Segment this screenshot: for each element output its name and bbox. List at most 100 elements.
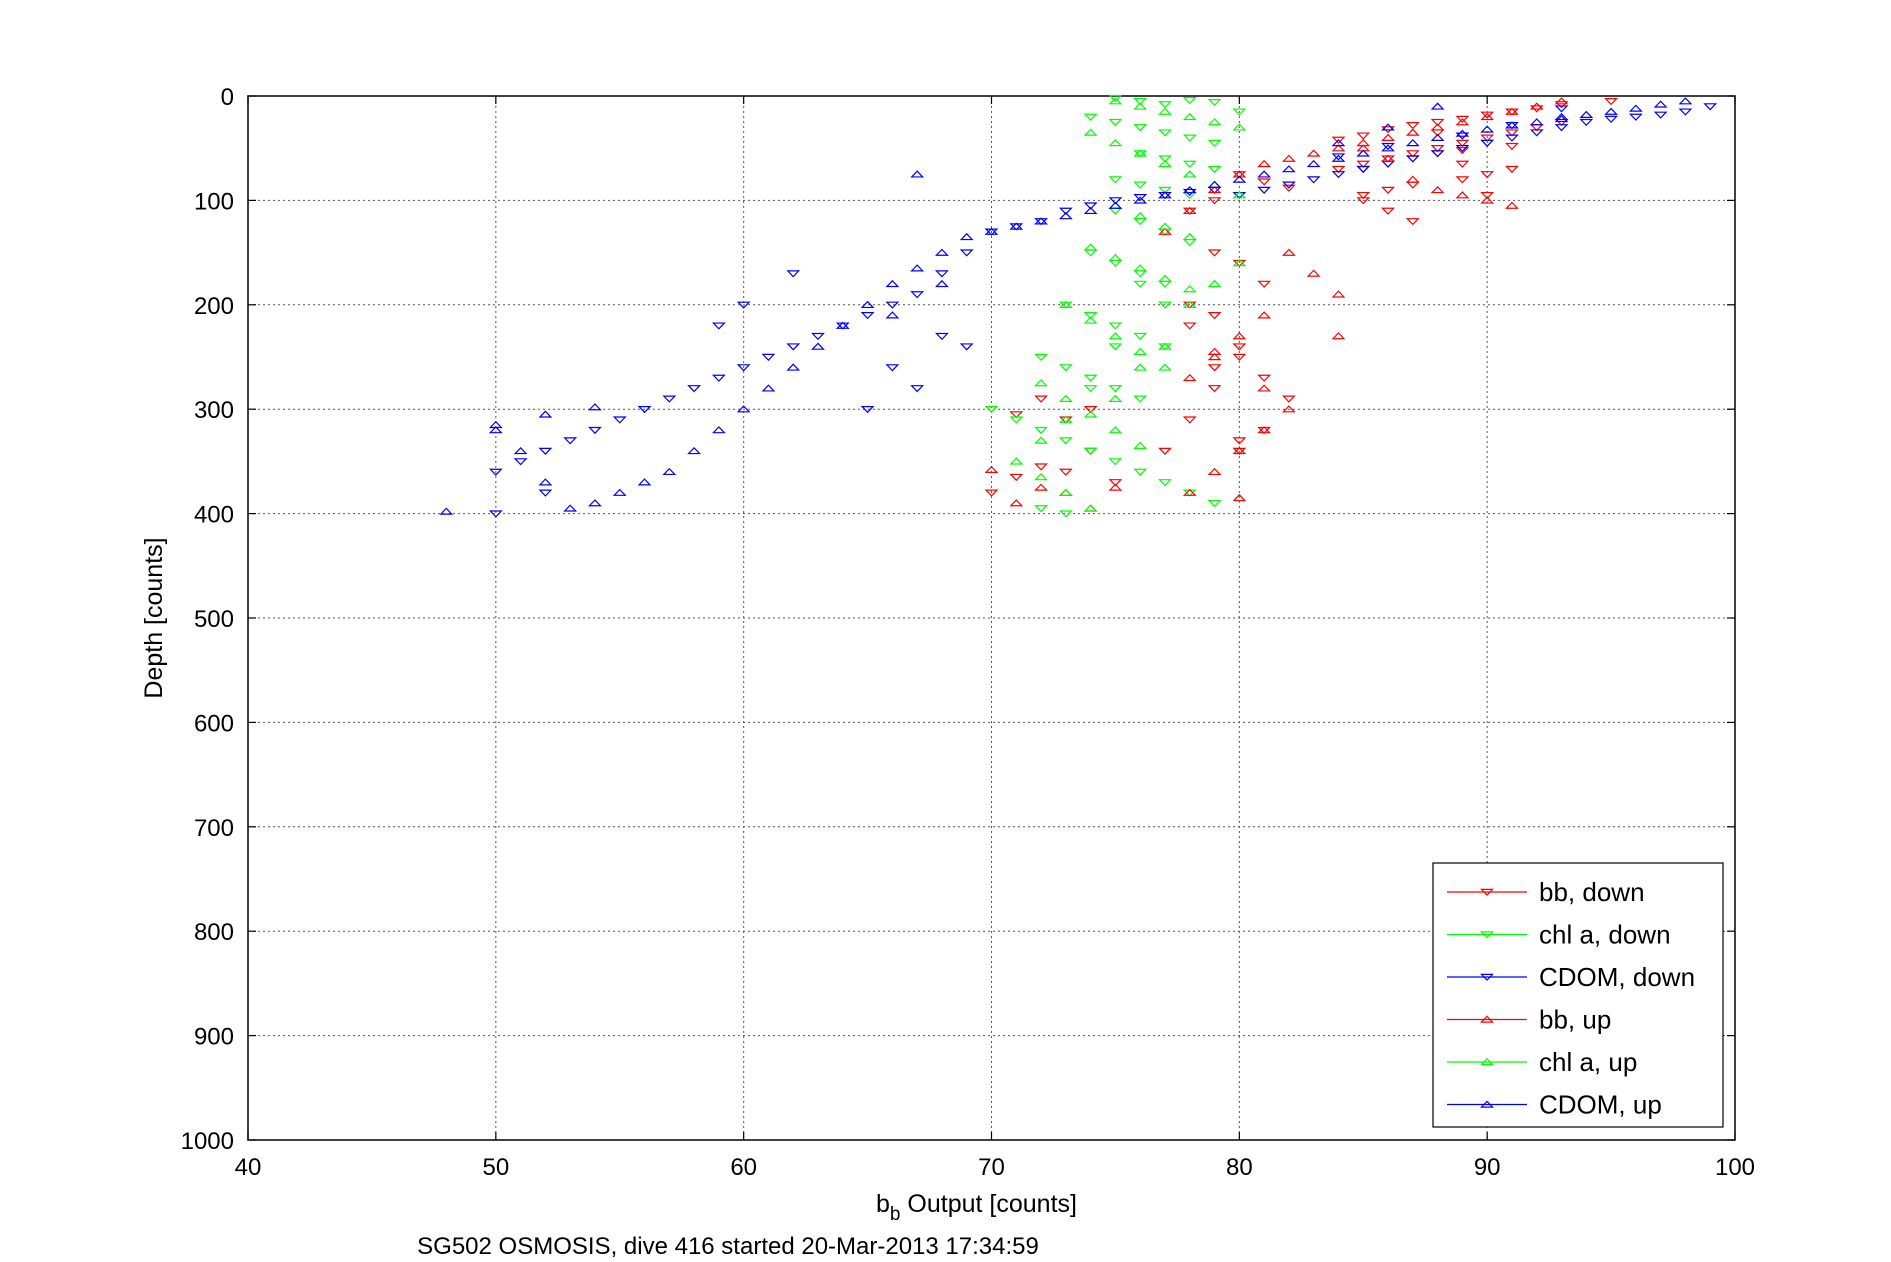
- data-point: [1455, 118, 1470, 126]
- data-point: [1182, 160, 1197, 168]
- data-point: [1133, 124, 1148, 132]
- data-point: [1381, 133, 1395, 141]
- data-point: [1331, 144, 1346, 152]
- data-point: [1158, 301, 1172, 309]
- data-point: [1034, 395, 1048, 403]
- data-point: [1207, 249, 1222, 257]
- data-point: [1281, 154, 1296, 162]
- data-point: [1257, 159, 1272, 168]
- data-point: [1182, 322, 1197, 330]
- data-point: [1505, 165, 1519, 174]
- data-point: [1232, 191, 1247, 199]
- data-point: [1009, 416, 1024, 424]
- data-point: [1653, 111, 1668, 119]
- data-point: [1083, 243, 1098, 251]
- data-point: [1034, 463, 1048, 471]
- data-point: [1356, 160, 1371, 168]
- data-point: [1257, 311, 1272, 319]
- data-point: [488, 426, 503, 434]
- data-point: [711, 426, 726, 434]
- data-point: [1628, 113, 1643, 121]
- data-point: [935, 270, 949, 278]
- data-point: [1158, 107, 1172, 115]
- data-point: [1158, 363, 1172, 371]
- y-tick-label: 400: [194, 502, 234, 529]
- data-point: [1281, 248, 1296, 256]
- data-point: [1133, 441, 1148, 449]
- data-point: [1678, 108, 1693, 116]
- data-point: [910, 170, 925, 178]
- data-point: [1604, 98, 1618, 106]
- data-point: [1430, 123, 1445, 131]
- data-point: [1529, 129, 1544, 137]
- data-point: [1232, 353, 1247, 362]
- data-point: [1108, 479, 1123, 487]
- data-point: [1083, 410, 1098, 418]
- y-tick-label: 100: [194, 188, 234, 215]
- data-point: [1108, 207, 1123, 215]
- data-point: [439, 507, 454, 515]
- x-axis-label-main: b: [876, 1190, 890, 1218]
- data-point: [1257, 426, 1272, 434]
- data-point: [1158, 191, 1172, 199]
- data-point: [1232, 493, 1247, 502]
- data-point: [984, 227, 999, 235]
- data-point: [1331, 165, 1346, 174]
- axis-ticks: 40 50 60 70 80 90 1000100200300400500600700800…: [181, 84, 1755, 1181]
- data-point: [1281, 395, 1296, 403]
- data-point: [1529, 102, 1544, 110]
- data-point: [1554, 97, 1569, 105]
- data-point: [563, 504, 578, 512]
- data-point: [538, 410, 553, 418]
- data-point: [1381, 144, 1395, 152]
- data-point: [1430, 118, 1445, 127]
- data-point: [1009, 411, 1024, 419]
- data-point: [1207, 352, 1222, 361]
- data-point: [1034, 483, 1048, 491]
- x-tick-label: 90: [1474, 1154, 1501, 1181]
- data-point: [1455, 129, 1470, 137]
- data-point: [1133, 264, 1148, 272]
- legend-marker: [1480, 1100, 1494, 1108]
- data-point: [984, 465, 999, 473]
- data-point: [1133, 181, 1148, 189]
- data-point: [1207, 139, 1222, 147]
- data-point: [1381, 207, 1395, 215]
- data-point: [1455, 160, 1470, 168]
- data-point: [687, 446, 702, 455]
- data-point: [1158, 159, 1172, 168]
- data-point: [761, 353, 776, 362]
- data-point: [1480, 139, 1495, 147]
- legend-label: chl a, up: [1539, 1047, 1637, 1077]
- data-point: [588, 403, 602, 411]
- x-tick-label: 100: [1715, 1154, 1755, 1181]
- data-point: [1158, 342, 1172, 350]
- data-point: [1182, 112, 1197, 121]
- data-point: [1009, 499, 1024, 507]
- data-point: [612, 488, 627, 496]
- data-point: [1505, 134, 1519, 142]
- data-point: [1232, 175, 1247, 183]
- data-point: [1281, 184, 1296, 192]
- data-point: [1158, 280, 1172, 288]
- data-point: [1158, 447, 1172, 455]
- legend-marker: [1480, 1057, 1494, 1066]
- data-point: [811, 332, 825, 341]
- data-point: [1430, 144, 1445, 153]
- data-point: [1133, 395, 1148, 403]
- data-point: [1158, 155, 1172, 163]
- data-point: [984, 489, 999, 497]
- data-point: [1158, 186, 1172, 194]
- data-point: [1058, 394, 1073, 402]
- chart-caption: SG502 OSMOSIS, dive 416 started 20-Mar-2…: [417, 1233, 1039, 1260]
- data-point: [637, 478, 652, 486]
- data-point: [1430, 185, 1445, 194]
- data-point: [1182, 488, 1197, 496]
- data-point: [1331, 153, 1346, 161]
- data-point: [1356, 132, 1371, 140]
- data-point: [1182, 232, 1197, 241]
- data-point: [488, 510, 503, 518]
- data-point: [935, 248, 949, 256]
- data-point: [1158, 129, 1172, 137]
- data-point: [1529, 118, 1544, 126]
